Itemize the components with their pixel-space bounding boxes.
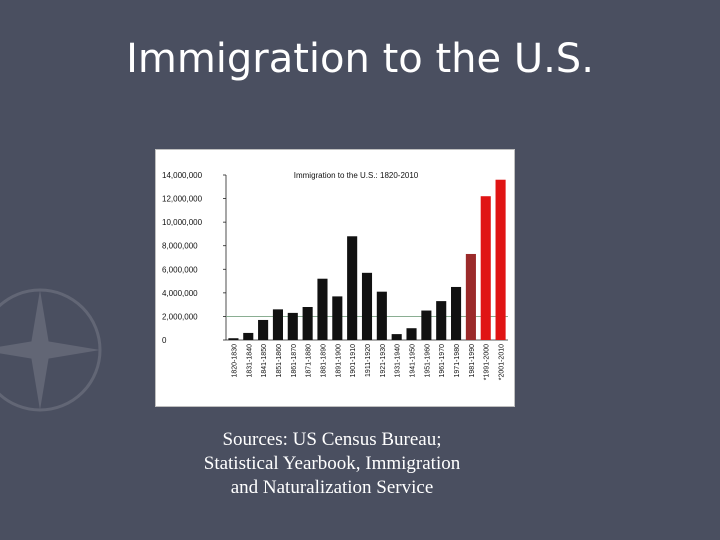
- chart-frame: Immigration to the U.S.: 1820-2010 0 2,00…: [155, 149, 515, 407]
- x-tick-label: 1931-1940: [395, 344, 402, 378]
- bar-1901-1910: [347, 236, 358, 340]
- x-tick-label: 1981-1990: [469, 344, 476, 378]
- y-tick-label: 2,000,000: [162, 312, 198, 321]
- bar-1831-1840: [243, 332, 254, 340]
- x-tick-label: *2001-2010: [499, 344, 506, 380]
- immigration-bar-chart: Immigration to the U.S.: 1820-2010 0 2,00…: [162, 171, 508, 380]
- bar-1941-1950: [406, 328, 417, 340]
- y-tick-label: 4,000,000: [162, 289, 198, 298]
- x-tick-label: 1911-1920: [365, 344, 372, 377]
- y-tick-label: 10,000,000: [162, 218, 203, 227]
- source-caption: Sources: US Census Bureau; Statistical Y…: [130, 428, 534, 500]
- bar-1911-1920: [361, 272, 373, 340]
- bar-1961-1970: [436, 301, 447, 340]
- x-tick-label: 1921-1930: [380, 344, 387, 378]
- x-tick-label: 1971-1980: [454, 344, 461, 378]
- x-tick-label: 1951-1960: [424, 344, 431, 378]
- caption-line-1: Sources: US Census Bureau;: [222, 429, 442, 450]
- bar-1981-1990: [465, 253, 476, 340]
- y-tick-label: 0: [162, 336, 167, 345]
- x-tick-label: *1991-2000: [484, 344, 491, 380]
- y-tick-label: 8,000,000: [162, 242, 198, 251]
- bar-1871-1880: [302, 307, 313, 340]
- x-tick-label: 1891-1900: [335, 344, 342, 378]
- caption-line-3: and Naturalization Service: [230, 477, 434, 498]
- x-tick-label: 1831-1840: [246, 344, 253, 378]
- y-tick-label: 12,000,000: [162, 195, 203, 204]
- bar-1991-2000: [480, 196, 491, 340]
- x-tick-label: 1841-1850: [261, 344, 268, 378]
- x-tick-label: 1901-1910: [350, 344, 357, 378]
- slide-title: Immigration to the U.S.: [126, 36, 594, 82]
- bar-1841-1850: [258, 319, 269, 340]
- compass-watermark: [0, 288, 102, 412]
- bar-1851-1860: [272, 309, 283, 340]
- bar-1820-1830: [228, 338, 239, 340]
- y-tick-label: 14,000,000: [162, 171, 203, 180]
- x-tick-label: 1881-1890: [320, 344, 327, 378]
- x-tick-label: 1941-1950: [410, 344, 417, 378]
- y-tick-label: 6,000,000: [162, 265, 198, 274]
- x-tick-label: 1820-1830: [231, 344, 238, 378]
- bar-1921-1930: [376, 291, 387, 340]
- bar-1861-1870: [287, 312, 298, 340]
- x-tick-label: 1851-1860: [276, 344, 283, 378]
- bar-1891-1900: [332, 296, 343, 340]
- x-tick-label: 1861-1870: [291, 344, 298, 378]
- bar-1881-1890: [317, 278, 328, 340]
- bar-1951-1960: [421, 310, 432, 340]
- caption-line-2: Statistical Yearbook, Immigration: [203, 453, 461, 474]
- bar-2001-2010: [495, 179, 506, 340]
- bar-1971-1980: [451, 286, 462, 340]
- chart-title: Immigration to the U.S.: 1820-2010: [294, 171, 419, 180]
- bar-1931-1940: [391, 334, 402, 340]
- x-tick-label: 1871-1880: [306, 344, 313, 378]
- x-tick-label: 1961-1970: [439, 344, 446, 378]
